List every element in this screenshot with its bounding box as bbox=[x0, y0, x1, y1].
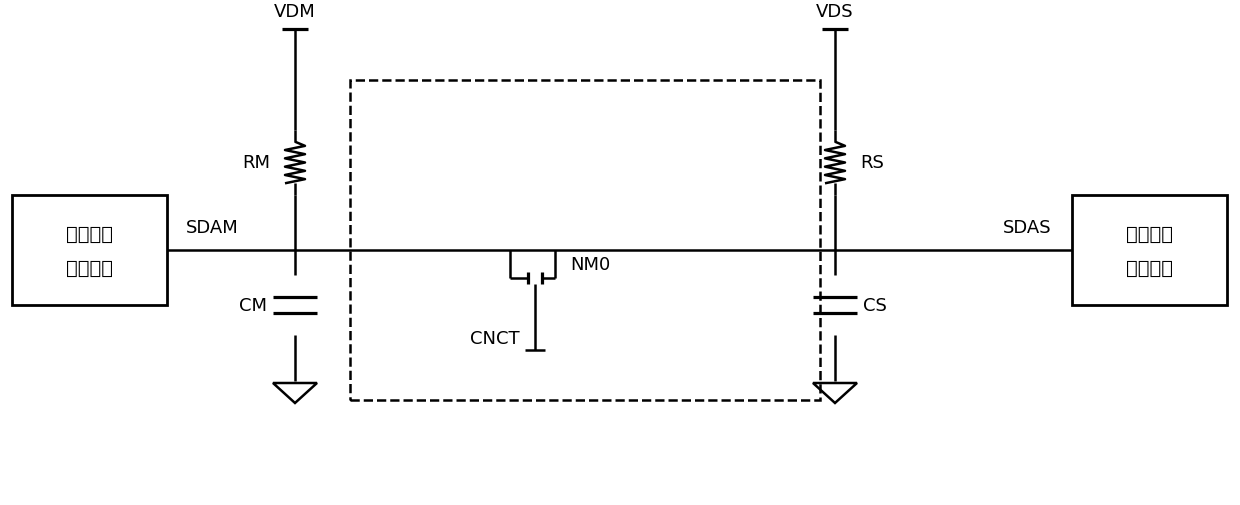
Text: CM: CM bbox=[239, 296, 267, 315]
Text: CNCT: CNCT bbox=[470, 329, 520, 347]
Bar bbox=[1073, 195, 1228, 306]
Text: RM: RM bbox=[242, 154, 270, 172]
Text: NM0: NM0 bbox=[570, 256, 610, 274]
Text: 总线主机: 总线主机 bbox=[66, 258, 113, 277]
Text: SDAS: SDAS bbox=[1003, 219, 1052, 236]
Text: SDAM: SDAM bbox=[186, 219, 238, 236]
Text: 两线串行: 两线串行 bbox=[1126, 224, 1173, 243]
Bar bbox=[12, 195, 167, 306]
Text: 总线从机: 总线从机 bbox=[1126, 258, 1173, 277]
Bar bbox=[350, 81, 820, 400]
Text: VDM: VDM bbox=[274, 3, 316, 21]
Text: RS: RS bbox=[861, 154, 884, 172]
Text: 两线串行: 两线串行 bbox=[66, 224, 113, 243]
Text: CS: CS bbox=[863, 296, 887, 315]
Text: VDS: VDS bbox=[816, 3, 854, 21]
